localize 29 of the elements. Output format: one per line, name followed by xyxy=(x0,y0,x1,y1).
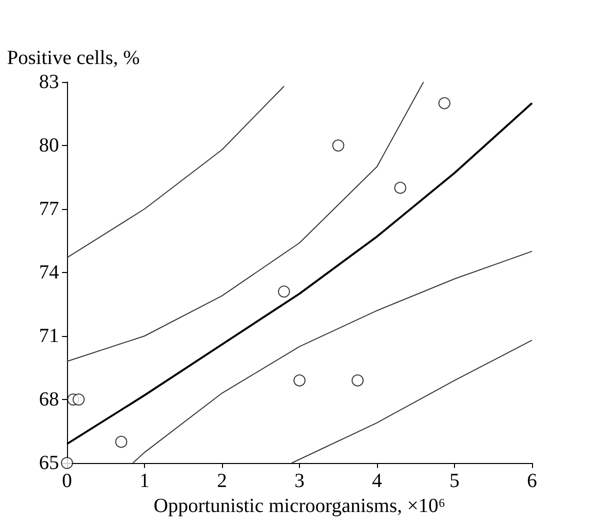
point xyxy=(438,97,450,110)
x-tick-label: 6 xyxy=(527,470,537,492)
x-tick-label: 3 xyxy=(294,470,304,492)
point xyxy=(394,182,406,194)
y-tick-label: 65 xyxy=(39,452,59,474)
line-series xyxy=(66,86,284,258)
point xyxy=(332,140,344,152)
point xyxy=(115,436,128,448)
point xyxy=(61,457,73,469)
x-axis-title: Opportunistic microorganisms, ×10⁶ xyxy=(154,494,446,517)
y-tick-label: 71 xyxy=(39,325,59,347)
line-series xyxy=(132,250,532,464)
y-tick-label: 74 xyxy=(39,262,59,284)
y-tick-label: 77 xyxy=(39,198,59,220)
x-tick-label: 4 xyxy=(372,470,382,492)
point xyxy=(278,286,290,298)
x-tick-label: 0 xyxy=(62,470,72,492)
line-series xyxy=(291,340,532,464)
point xyxy=(72,394,85,406)
y-axis-title: Positive cells, % xyxy=(7,47,140,69)
point xyxy=(294,374,306,386)
x-tick-label: 1 xyxy=(140,470,150,492)
y-tick-label: 83 xyxy=(39,71,59,93)
y-tick-label: 68 xyxy=(39,388,59,410)
y-tick-label: 80 xyxy=(39,134,59,156)
line-series xyxy=(66,82,424,362)
point xyxy=(352,374,364,386)
x-tick-label: 5 xyxy=(450,470,460,492)
x-tick-label: 2 xyxy=(217,470,227,492)
